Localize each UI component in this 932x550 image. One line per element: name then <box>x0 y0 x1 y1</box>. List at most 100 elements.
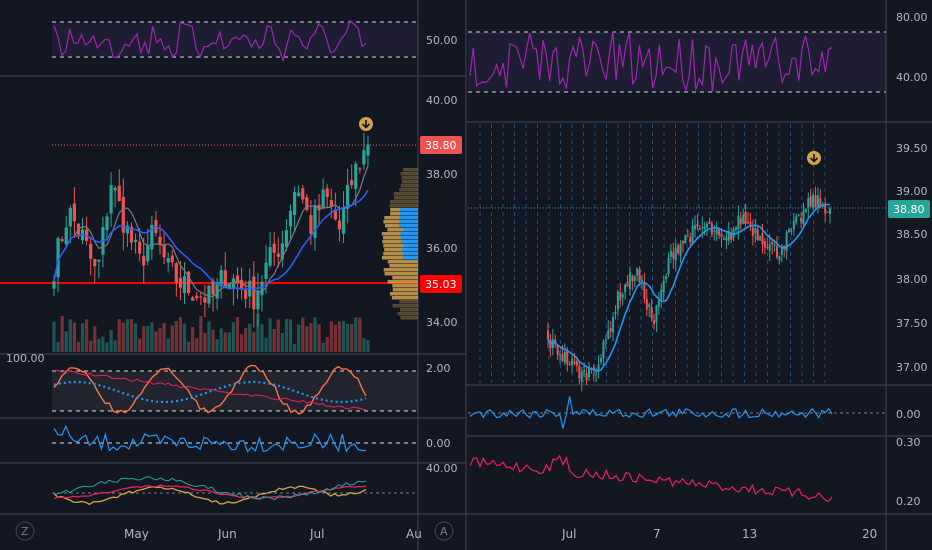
candle-body <box>317 204 321 211</box>
candle-body <box>812 194 815 209</box>
left-support-badge: 35.03 <box>420 275 462 293</box>
profile-bar <box>389 292 418 296</box>
candle-body <box>191 297 195 301</box>
candle-body <box>64 227 68 245</box>
candle-body <box>715 229 718 235</box>
candle-body <box>313 205 317 238</box>
candle-body <box>166 258 170 263</box>
right-osc-tick: 0.00 <box>896 408 921 421</box>
candle-body <box>129 226 134 243</box>
candle-body <box>788 229 791 233</box>
profile-bar <box>387 280 418 284</box>
profile-bar-up <box>403 228 418 232</box>
candle-body <box>288 210 293 227</box>
candle-body <box>260 281 264 296</box>
volume-bar <box>248 323 252 352</box>
candle-body <box>341 208 346 234</box>
right-signal-icon[interactable] <box>807 151 821 165</box>
candle-body <box>694 225 697 230</box>
right-auto-scale-button[interactable]: A <box>434 521 454 541</box>
candle-body <box>826 211 829 213</box>
candle-body <box>686 235 689 237</box>
candle-body <box>68 207 72 227</box>
left-x-tick: Jun <box>217 527 237 541</box>
profile-bar <box>392 288 418 292</box>
candle-body <box>158 236 162 245</box>
profile-bar-up <box>399 224 418 228</box>
candle-body <box>354 163 358 189</box>
volume-bar <box>292 343 297 352</box>
candle-body <box>60 239 64 242</box>
volume-bar <box>227 332 231 352</box>
volume-bar <box>309 322 313 352</box>
candle-body <box>587 366 590 378</box>
right-chart[interactable]: 80.00 40.00 39.50 39.00 38.50 38.00 37.5… <box>434 0 932 550</box>
candle-body <box>561 354 564 361</box>
profile-bar <box>382 240 418 244</box>
volume-bar <box>80 323 85 352</box>
left-volume-bars <box>52 313 370 352</box>
right-bottom-tick: 0.20 <box>896 495 921 508</box>
volume-bar <box>337 321 342 352</box>
candle-body <box>804 209 807 212</box>
profile-bar <box>392 284 418 288</box>
candle-body <box>578 365 581 379</box>
candle-body <box>701 226 704 228</box>
left-stoch-signal-line <box>54 369 367 411</box>
volume-bar <box>150 322 154 352</box>
profile-bar-up <box>399 220 418 224</box>
volume-bar <box>68 319 72 352</box>
volume-bar <box>52 321 56 352</box>
candle-body <box>52 281 56 289</box>
volume-bar <box>329 321 333 352</box>
candle-body <box>105 216 109 231</box>
volume-bar <box>239 334 244 352</box>
candle-body <box>681 240 684 244</box>
left-timezone-button[interactable]: Z <box>15 521 35 541</box>
left-stoch-d-line <box>53 380 367 404</box>
left-x-tick: Jul <box>309 527 324 541</box>
candle-body <box>650 307 653 318</box>
candle-body <box>641 280 643 282</box>
profile-bar-up <box>399 208 418 212</box>
volume-bar <box>231 322 236 352</box>
volume-bar <box>362 338 366 352</box>
profile-bar <box>397 312 418 316</box>
candle-body <box>211 280 215 295</box>
candle-body <box>227 283 231 290</box>
candle-body <box>162 244 166 258</box>
volume-bar <box>113 340 117 352</box>
candle-body <box>612 316 615 333</box>
volume-bar <box>219 328 223 352</box>
candle-body <box>713 230 716 232</box>
candle-body <box>604 339 607 341</box>
candle-body <box>797 214 800 216</box>
profile-bar <box>387 260 418 264</box>
candle-body <box>754 228 757 234</box>
left-icon-label: Z <box>21 525 29 538</box>
volume-bar <box>117 319 121 352</box>
candle-body <box>585 373 588 381</box>
candle-body <box>109 185 113 214</box>
candle-body <box>706 223 709 228</box>
candle-body <box>759 236 762 241</box>
right-bottom-tick: 0.30 <box>896 436 921 449</box>
candle-body <box>264 262 268 280</box>
candle-body <box>556 345 559 355</box>
profile-bar-up <box>400 212 418 216</box>
volume-bar <box>264 338 268 352</box>
volume-bar <box>272 328 276 352</box>
candle-body <box>783 245 786 249</box>
volume-bar <box>97 338 101 352</box>
left-chart[interactable]: 50.00 40.00 38.00 36.00 34.00 38.80 35.0… <box>0 0 467 550</box>
profile-bar-up <box>401 240 418 244</box>
volume-bar <box>211 329 215 352</box>
right-price-tick: 37.50 <box>896 317 928 330</box>
candle-body <box>756 229 759 241</box>
volume-bar <box>288 319 293 352</box>
candle-body <box>199 296 203 298</box>
left-rsi-tick: 50.00 <box>426 34 458 47</box>
volume-bar <box>166 338 170 352</box>
left-signal-icon[interactable] <box>359 117 373 131</box>
profile-bar <box>393 192 418 196</box>
